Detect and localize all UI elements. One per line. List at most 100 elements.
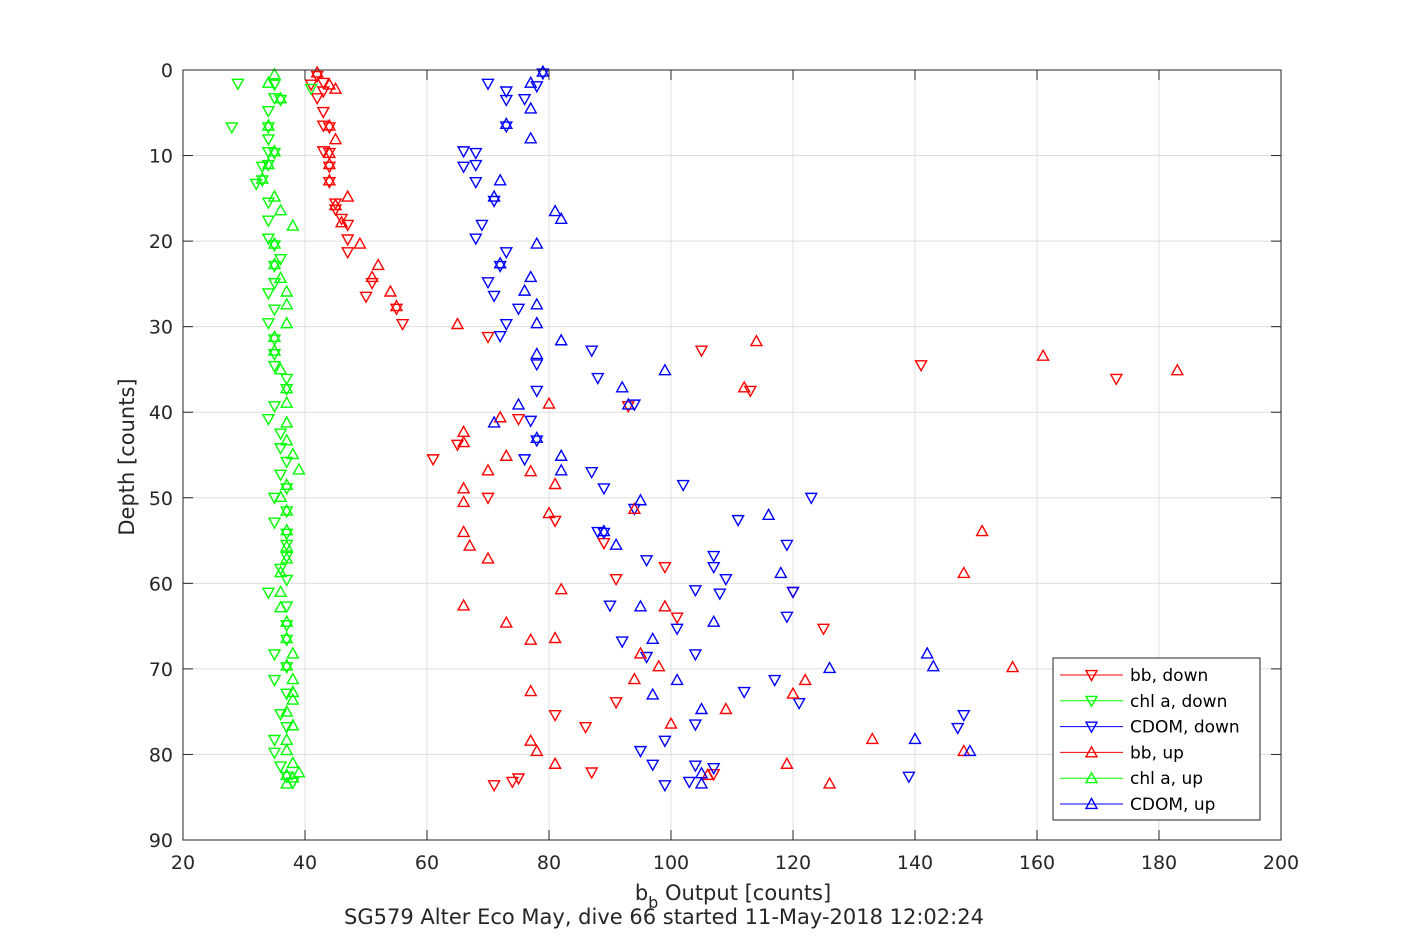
data-point-marker (267, 277, 282, 290)
data-point-marker (646, 759, 660, 772)
data-point-marker (688, 649, 703, 662)
data-point-marker (280, 539, 294, 552)
data-point-marker (261, 413, 276, 427)
data-point-marker (426, 454, 440, 467)
data-point-marker (280, 634, 294, 647)
data-point-marker (280, 688, 294, 701)
data-point-marker (1170, 363, 1184, 376)
data-point-marker (578, 721, 593, 735)
data-point-marker (280, 384, 294, 397)
x-axis-label-main: b (635, 881, 648, 905)
data-point-marker (597, 524, 611, 537)
legend: bb, down chl a, down CDOM, down bb, up chl a… (1052, 657, 1261, 821)
data-point-marker (261, 215, 276, 228)
data-point-marker (511, 773, 526, 786)
data-point-marker (676, 479, 690, 492)
legend-marker (1084, 771, 1099, 784)
y-tick-label: 50 (149, 488, 173, 510)
data-point-marker (328, 198, 343, 211)
data-point-marker (780, 611, 794, 624)
data-point-marker (334, 213, 349, 226)
data-point-marker (530, 297, 544, 310)
x-tick-label: 80 (537, 852, 561, 874)
data-point-marker (267, 747, 282, 760)
data-point-marker (774, 566, 788, 579)
data-point-marker (280, 662, 294, 675)
data-point-marker (383, 284, 398, 297)
data-point-marker (719, 573, 733, 586)
data-point-marker (1005, 660, 1020, 673)
data-point-marker (255, 171, 269, 184)
data-points (225, 64, 1184, 793)
data-point-marker (469, 233, 483, 246)
data-point-marker (920, 646, 934, 659)
data-point-marker (487, 189, 501, 202)
data-point-marker (603, 600, 617, 613)
data-point-marker (554, 582, 568, 595)
data-point-marker (267, 304, 282, 317)
data-point-marker (322, 118, 337, 131)
x-axis-label-subscript: b (648, 893, 658, 912)
data-point-marker (267, 329, 282, 343)
data-point-marker (682, 776, 696, 789)
data-point-marker (273, 203, 288, 216)
data-point-marker (286, 718, 300, 731)
x-tick-label: 140 (897, 852, 933, 874)
data-point-marker (548, 515, 562, 528)
data-point-marker (273, 270, 288, 283)
data-point-marker (633, 745, 648, 758)
legend-entry-label: CDOM, down (1130, 718, 1240, 738)
legend-entry-label: chl a, up (1130, 769, 1203, 789)
y-tick-label: 70 (149, 659, 173, 681)
data-point-marker (261, 233, 276, 246)
data-point-marker (731, 514, 745, 527)
x-tick-label: 60 (415, 852, 439, 874)
data-point-marker (231, 78, 245, 91)
data-point-marker (261, 134, 276, 147)
data-point-marker (688, 719, 703, 732)
data-point-marker (627, 501, 642, 514)
data-point-marker (304, 83, 318, 96)
data-point-marker (280, 631, 294, 644)
data-point-marker (688, 760, 703, 773)
data-point-marker (273, 584, 288, 597)
data-point-marker (481, 463, 495, 476)
data-point-marker (481, 331, 495, 344)
data-point-marker (542, 396, 556, 409)
data-point-marker (737, 686, 751, 699)
series-3 (310, 65, 1184, 789)
data-point-marker (280, 614, 294, 627)
data-point-marker (902, 771, 916, 784)
data-point-marker (493, 330, 507, 344)
data-point-marker (768, 674, 782, 687)
data-point-marker (280, 297, 294, 310)
data-point-marker (530, 359, 544, 372)
data-point-marker (463, 538, 477, 551)
data-point-marker (786, 586, 800, 599)
data-point-marker (280, 523, 294, 536)
data-point-marker (524, 632, 538, 645)
legend-marker (1084, 695, 1099, 708)
data-point-marker (267, 147, 282, 160)
data-point-marker (322, 77, 337, 90)
legend-marker (1084, 721, 1099, 734)
data-point-marker (530, 430, 544, 443)
x-axis-label: bb Output [counts] (635, 881, 831, 912)
y-tick-label: 90 (149, 830, 173, 852)
data-point-marker (280, 395, 294, 408)
data-point-marker (542, 506, 556, 519)
data-point-marker (261, 118, 276, 131)
data-point-marker (530, 347, 544, 360)
grid-lines (182, 69, 1282, 841)
x-tick-label: 20 (171, 852, 195, 874)
data-point-marker (261, 157, 276, 170)
data-point-marker (280, 704, 294, 717)
data-point-marker (261, 159, 276, 172)
data-point-marker (267, 334, 282, 347)
data-point-marker (554, 211, 568, 224)
data-point-marker (389, 299, 404, 312)
data-point-marker (341, 219, 355, 232)
data-point-marker (280, 433, 294, 446)
data-point-marker (487, 780, 501, 793)
data-point-marker (816, 623, 831, 636)
